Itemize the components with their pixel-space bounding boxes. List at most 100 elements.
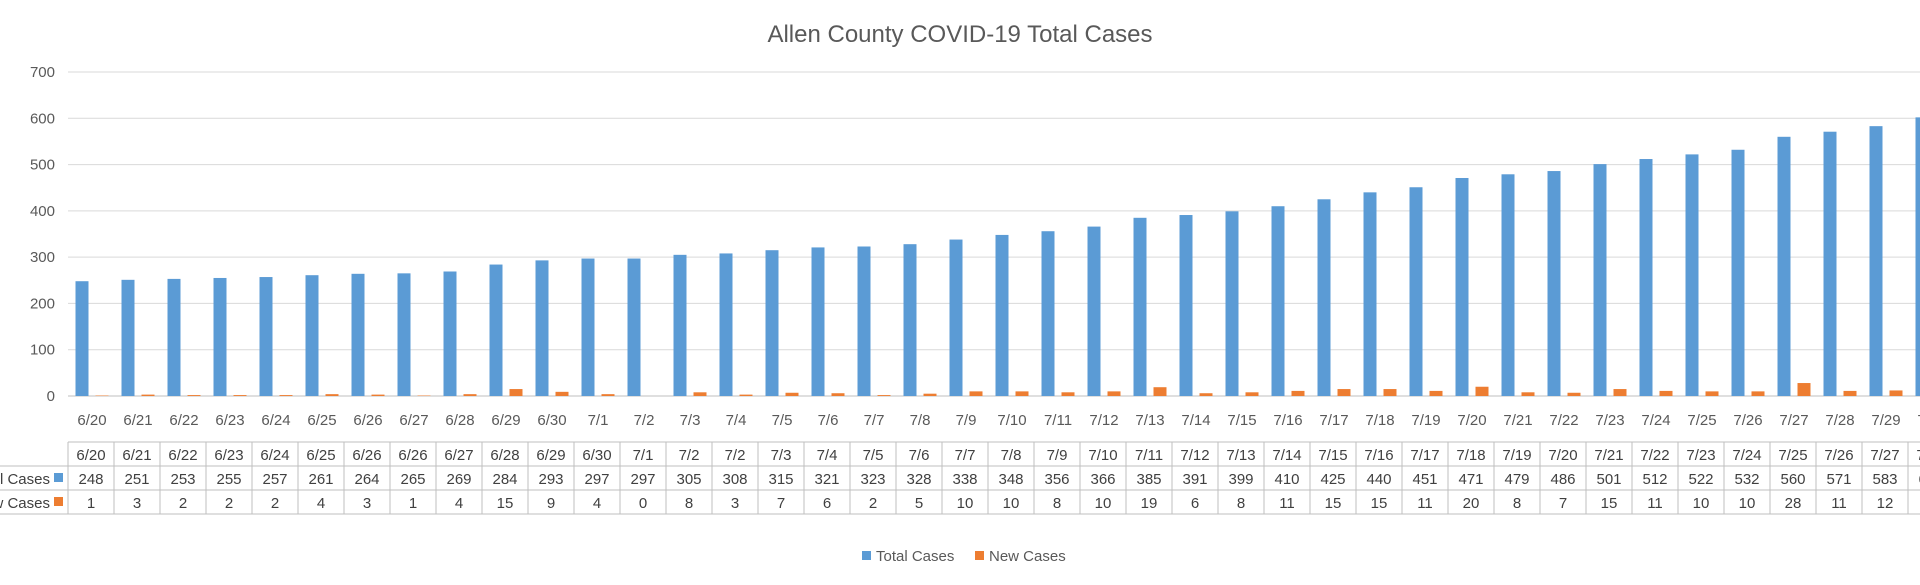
bar-new-cases — [325, 394, 339, 396]
legend: Total Cases New Cases — [862, 548, 1066, 565]
x-tick-label: 7/26 — [1733, 412, 1762, 429]
table-value-cell: 338 — [952, 471, 977, 488]
bar-new-cases — [1889, 390, 1903, 396]
table-value-cell: 399 — [1228, 471, 1253, 488]
x-tick-label: 7/21 — [1503, 412, 1532, 429]
bar-total-cases — [1455, 177, 1469, 396]
table-value-cell: 255 — [216, 471, 241, 488]
table-header-cell: 7/24 — [1732, 447, 1761, 464]
table-value-cell: 15 — [497, 495, 514, 512]
x-tick-label: 7/14 — [1181, 412, 1210, 429]
table-header-cell: 7/5 — [863, 447, 884, 464]
bar-new-cases — [693, 392, 707, 396]
table-value-cell: 10 — [1095, 495, 1112, 512]
table-value-cell: 293 — [538, 471, 563, 488]
bar-total-cases — [1133, 217, 1147, 396]
table-value-cell: 248 — [78, 471, 103, 488]
bar-total-cases — [397, 273, 411, 396]
table-header-cell: 7/12 — [1180, 447, 1209, 464]
table-header-cell: 7/13 — [1226, 447, 1255, 464]
bar-new-cases — [1337, 389, 1351, 396]
table-header-cell: 7/21 — [1594, 447, 1623, 464]
table-value-cell: 305 — [676, 471, 701, 488]
bar-total-cases — [1915, 117, 1920, 397]
table-header-cell: 6/28 — [490, 447, 519, 464]
bar-total-cases — [1593, 164, 1607, 396]
y-tick-label: 200 — [30, 295, 55, 312]
bar-new-cases — [555, 391, 569, 396]
gridlines — [68, 71, 1920, 397]
y-tick-label: 400 — [30, 203, 55, 220]
bar-total-cases — [121, 279, 135, 396]
table-value-cell: 0 — [639, 495, 647, 512]
bar-new-cases — [1797, 383, 1811, 396]
table-value-cell: 8 — [1513, 495, 1521, 512]
table-value-cell: 348 — [998, 471, 1023, 488]
table-value-cell: 522 — [1688, 471, 1713, 488]
bar-new-cases — [371, 394, 385, 396]
x-tick-label: 7/22 — [1549, 412, 1578, 429]
table-value-cell: 6 — [823, 495, 831, 512]
table-value-cell: 583 — [1872, 471, 1897, 488]
x-tick-label: 7/23 — [1595, 412, 1624, 429]
table-header-cell: 7/9 — [1047, 447, 1068, 464]
data-table: 6/20 6/21 6/22 6/23 6/24 6/25 6/26 6/26 6/27 6/28… — [0, 441, 1920, 515]
bar-total-cases — [1271, 206, 1285, 396]
chart-title: Allen County COVID-19 Total Cases — [767, 21, 1152, 48]
bar-total-cases — [351, 273, 365, 396]
bar-new-cases — [1567, 392, 1581, 396]
x-tick-label: 7/28 — [1825, 412, 1854, 429]
table-series-key — [54, 473, 63, 482]
table-value-cell: 10 — [1003, 495, 1020, 512]
bar-new-cases — [1015, 391, 1029, 396]
bar-new-cases — [739, 394, 753, 396]
bar-new-cases — [969, 391, 983, 396]
table-header-cell: 7/27 — [1870, 447, 1899, 464]
bar-new-cases — [1153, 387, 1167, 396]
x-tick-label: 7/24 — [1641, 412, 1670, 429]
table-header-cell: 7/16 — [1364, 447, 1393, 464]
table-value-cell: 366 — [1090, 471, 1115, 488]
y-tick-label: 700 — [30, 64, 55, 81]
table-header-cell: 7/7 — [955, 447, 976, 464]
bar-total-cases — [1777, 136, 1791, 397]
table-value-cell: 3 — [133, 495, 141, 512]
bar-new-cases — [1107, 391, 1121, 396]
table-header-cell: 7/8 — [1001, 447, 1022, 464]
bar-new-cases — [831, 393, 845, 396]
bar-new-cases — [1383, 389, 1397, 396]
bar-new-cases — [1245, 392, 1259, 396]
bar-new-cases — [1061, 392, 1075, 396]
table-value-cell: 451 — [1412, 471, 1437, 488]
table-value-cell: 11 — [1831, 495, 1847, 512]
bar-new-cases — [1199, 393, 1213, 396]
table-value-cell: 261 — [308, 471, 333, 488]
bar-total-cases — [627, 258, 641, 396]
x-tick-label: 6/23 — [215, 412, 244, 429]
legend-swatch — [862, 551, 871, 560]
x-tick-label: 6/24 — [261, 412, 290, 429]
table-value-cell: 15 — [1325, 495, 1342, 512]
table-header-cell: 7/26 — [1824, 447, 1853, 464]
bar-total-cases — [259, 277, 273, 396]
table-value-cell: 425 — [1320, 471, 1345, 488]
table-header-cell: 6/30 — [582, 447, 611, 464]
table-value-cell: 3 — [363, 495, 371, 512]
table-value-cell: 308 — [722, 471, 747, 488]
table-value-cell: 297 — [584, 471, 609, 488]
x-tick-label: 7/25 — [1687, 412, 1716, 429]
bar-total-cases — [535, 260, 549, 396]
table-value-cell: 602 — [1918, 471, 1920, 488]
y-tick-label: 100 — [30, 342, 55, 359]
table-value-cell: 323 — [860, 471, 885, 488]
table-row-label: New Cases — [0, 495, 50, 512]
table-value-cell: 11 — [1647, 495, 1663, 512]
y-tick-label: 0 — [47, 388, 55, 405]
table-value-cell: 315 — [768, 471, 793, 488]
bar-total-cases — [1731, 149, 1745, 396]
bar-total-cases — [75, 281, 89, 396]
bar-new-cases — [1751, 391, 1765, 396]
x-tick-label: 6/30 — [537, 412, 566, 429]
x-tick-label: 7/13 — [1135, 412, 1164, 429]
table-value-cell: 560 — [1780, 471, 1805, 488]
